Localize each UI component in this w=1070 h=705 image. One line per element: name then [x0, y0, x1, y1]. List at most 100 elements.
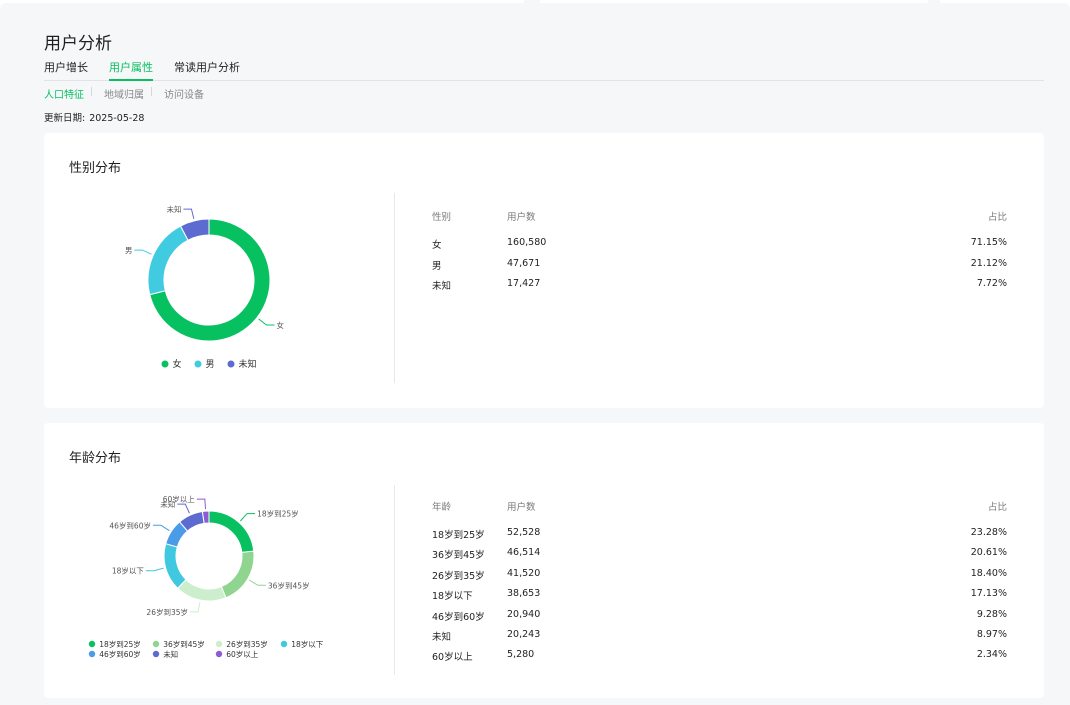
donut-slice[interactable] — [149, 218, 271, 342]
leader-line — [152, 524, 170, 532]
legend-dot[interactable] — [88, 640, 96, 648]
legend-label[interactable]: 26岁到35岁 — [226, 639, 268, 649]
donut-slice[interactable] — [147, 225, 189, 296]
leader-line — [249, 579, 266, 586]
slice-label: 未知 — [166, 204, 181, 214]
slice-label: 女 — [276, 320, 284, 330]
legend-dot[interactable] — [152, 650, 160, 658]
legend-label[interactable]: 18岁以下 — [291, 639, 324, 649]
leader-line — [196, 498, 207, 510]
leader-line — [258, 318, 275, 326]
legend-label[interactable]: 男 — [206, 359, 215, 370]
legend-dot[interactable] — [152, 640, 160, 648]
gender-row-users: 47,671 — [507, 257, 541, 269]
age-row-users: 20,940 — [507, 608, 541, 620]
legend-label[interactable]: 未知 — [239, 358, 257, 370]
leader-line — [190, 602, 201, 613]
tab-user-growth[interactable]: 用户增长 — [44, 61, 88, 74]
age-row-users: 5,280 — [507, 649, 535, 661]
age-row-ratio: 23.28% — [970, 527, 1007, 538]
age-row-label: 36岁到45岁 — [432, 550, 485, 562]
age-header-ratio: 占比 — [987, 502, 1007, 513]
legend-dot[interactable] — [88, 650, 96, 658]
page-title: 用户分析 — [44, 34, 112, 54]
legend-dot[interactable] — [215, 640, 223, 648]
legend-dot[interactable] — [194, 360, 202, 368]
legend-label[interactable]: 未知 — [163, 649, 178, 659]
main-tab-bar: 用户增长 用户属性 常读用户分析 — [44, 61, 1044, 81]
age-row-users: 41,520 — [507, 567, 541, 579]
gender-row-label: 女 — [432, 240, 442, 251]
age-row-ratio: 8.97% — [976, 629, 1007, 640]
subtab-divider — [91, 87, 92, 96]
legend-label[interactable]: 女 — [173, 358, 182, 370]
gender-row-label: 未知 — [432, 281, 452, 292]
update-value: 2025-05-28 — [89, 113, 145, 124]
gender-row-ratio: 21.12% — [970, 257, 1007, 269]
leader-line — [240, 513, 256, 522]
age-row-users: 52,528 — [507, 527, 541, 538]
legend-label[interactable]: 36岁到45岁 — [163, 639, 205, 649]
age-row-users: 20,243 — [507, 629, 541, 640]
card-divider — [394, 485, 395, 675]
gender-row-ratio: 7.72% — [976, 278, 1007, 289]
age-row-label: 46岁到60岁 — [432, 611, 485, 623]
donut-slice[interactable] — [163, 543, 187, 589]
gender-row-ratio: 71.15% — [970, 237, 1007, 248]
update-date: 更新日期: 2025-05-28 — [44, 110, 148, 124]
tab-frequent-readers[interactable]: 常读用户分析 — [174, 61, 240, 74]
donut-slice[interactable] — [208, 510, 255, 553]
gender-card: 性别分布 女男未知女男未知 性别 用户数 占比 女 160,580 71.15% 男 4… — [44, 133, 1044, 408]
age-row-label: 26岁到35岁 — [432, 570, 485, 582]
leader-line — [183, 208, 195, 219]
legend-dot[interactable] — [227, 360, 235, 368]
leader-line — [177, 503, 190, 514]
gender-row-users: 17,427 — [507, 278, 541, 289]
legend-label[interactable]: 60岁以上 — [226, 649, 259, 659]
subtab-devices[interactable]: 访问设备 — [164, 90, 204, 101]
card-divider — [394, 193, 395, 383]
age-row-label: 18岁到25岁 — [432, 530, 485, 541]
legend-dot[interactable] — [161, 360, 169, 368]
gender-header-category: 性别 — [432, 212, 452, 223]
slice-label: 18岁以下 — [112, 566, 145, 576]
age-row-users: 38,653 — [507, 588, 541, 600]
legend-dot[interactable] — [215, 650, 223, 658]
leader-line — [134, 249, 152, 255]
age-row-label: 18岁以下 — [432, 591, 473, 603]
slice-label: 未知 — [160, 499, 175, 509]
donut-slice[interactable] — [201, 510, 210, 524]
slice-label: 男 — [125, 246, 133, 255]
gender-header-ratio: 占比 — [987, 212, 1007, 223]
age-row-users: 46,514 — [507, 547, 541, 559]
gender-row-label: 男 — [432, 260, 442, 272]
donut-slice[interactable] — [176, 578, 227, 602]
tab-user-attributes[interactable]: 用户属性 — [109, 61, 153, 81]
age-row-ratio: 9.28% — [976, 608, 1007, 620]
subtab-region[interactable]: 地域归属 — [104, 90, 144, 101]
slice-label: 18岁到25岁 — [257, 509, 299, 519]
age-row-ratio: 20.61% — [970, 547, 1007, 559]
window-top-strip — [0, 0, 1070, 10]
age-card-title: 年龄分布 — [69, 451, 122, 466]
age-card: 年龄分布 18岁到25岁 36岁到45岁 26岁到35岁 18岁以下 46岁到60岁 未知… — [44, 423, 1044, 698]
update-label: 更新日期: — [44, 113, 86, 124]
age-row-label: 60岁以上 — [432, 652, 473, 664]
age-row-ratio: 18.40% — [970, 567, 1007, 579]
slice-label: 60岁以上 — [163, 494, 196, 504]
donut-slice[interactable] — [220, 550, 255, 599]
age-donut-chart: 18岁到25岁36岁到45岁26岁到35岁18岁以下46岁到60岁未知60岁以上… — [88, 494, 324, 659]
age-row-ratio: 17.13% — [970, 588, 1007, 600]
donut-slice[interactable] — [179, 218, 210, 241]
slice-label: 36岁到45岁 — [268, 580, 310, 590]
legend-label[interactable]: 18岁到25岁 — [99, 639, 141, 649]
gender-header-users: 用户数 — [507, 212, 536, 223]
age-header-category: 年龄 — [432, 502, 452, 513]
subtab-demographics[interactable]: 人口特征 — [44, 90, 84, 101]
legend-dot[interactable] — [280, 640, 288, 648]
leader-line — [145, 567, 164, 572]
age-row-ratio: 2.34% — [976, 649, 1007, 661]
legend-label[interactable]: 46岁到60岁 — [99, 649, 141, 659]
gender-card-title: 性别分布 — [69, 161, 122, 176]
subtab-divider — [151, 87, 152, 96]
